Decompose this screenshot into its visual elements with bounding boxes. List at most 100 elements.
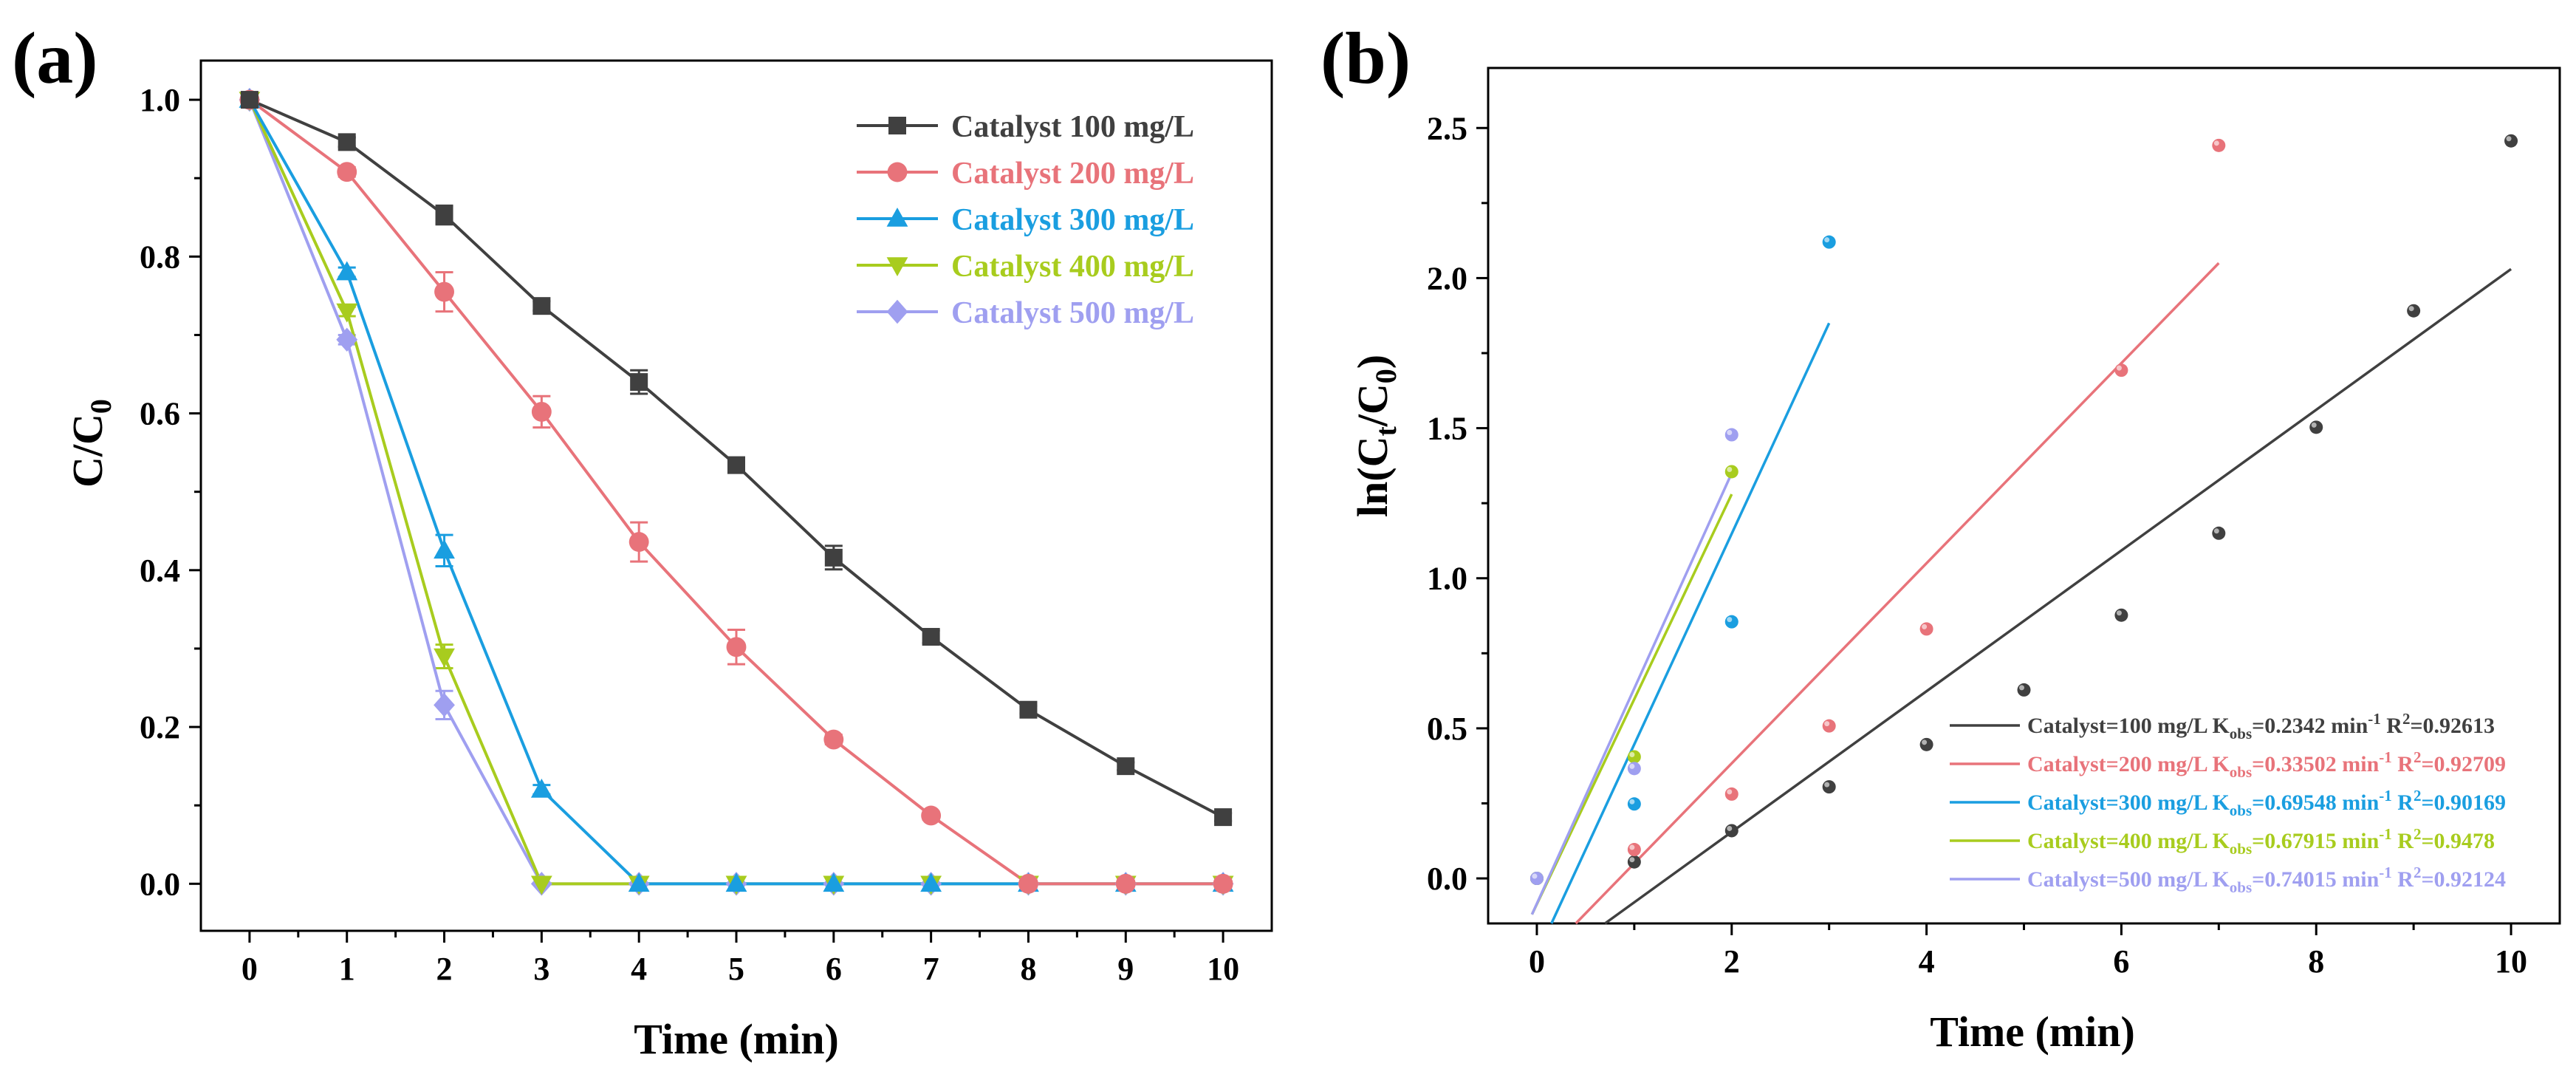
legend-label-b-part: 2 <box>2414 825 2422 843</box>
data-point-b <box>1919 737 1933 751</box>
data-point-a <box>338 133 356 151</box>
data-point-highlight-b <box>2019 685 2024 691</box>
legend-label-b-part: min <box>2337 867 2380 892</box>
legend-label-b-part: min <box>2337 752 2380 776</box>
data-point-a <box>530 875 552 895</box>
data-point-a <box>434 539 455 559</box>
y-tick-label-b: 2.0 <box>1427 260 1467 296</box>
data-point-a <box>726 637 747 657</box>
data-point-a <box>434 693 455 717</box>
fit-line-b <box>1604 267 2512 925</box>
legend-label-b-part: Catalyst=300 mg/L <box>2027 790 2207 815</box>
panel-label-a: (a) <box>12 17 98 99</box>
data-point-highlight-b <box>1727 430 1733 436</box>
legend-label-b-part: min <box>2337 790 2380 815</box>
legend-label-b-part: =0.67915 <box>2252 829 2337 853</box>
data-point-b <box>2407 304 2421 318</box>
legend-label-b-part: obs <box>2230 878 2252 896</box>
legend-label-b-part: -1 <box>2379 748 2392 766</box>
legend-label-b: Catalyst=400 mg/L Kobs=0.67915 min-1 R2=… <box>2027 825 2495 858</box>
data-point-b <box>1724 615 1739 629</box>
x-tick-label-b: 4 <box>1919 943 1935 980</box>
legend-label-b-part: R <box>2392 829 2414 853</box>
y-axis-label-b-part3: /C <box>1349 383 1397 427</box>
legend-label-a: Catalyst 200 mg/L <box>951 157 1194 191</box>
fit-line-b <box>1550 322 1831 924</box>
data-point-b <box>1627 843 1641 857</box>
legend-label-b-part: K <box>2207 867 2230 892</box>
data-point-b <box>1919 622 1933 636</box>
x-tick-label-b: 6 <box>2113 943 2129 980</box>
legend-label-b-part: min <box>2326 714 2368 738</box>
data-point-b <box>2017 683 2031 697</box>
data-point-highlight-b <box>1922 624 1928 629</box>
x-tick-label-a: 10 <box>1207 951 1239 987</box>
data-point-highlight-b <box>1727 466 1733 472</box>
legend-label-b-part: =0.2342 <box>2252 714 2326 738</box>
data-point-highlight-b <box>1629 751 1635 757</box>
legend-label-b-part: =0.69548 <box>2252 790 2337 815</box>
data-point-b <box>1724 465 1739 479</box>
legend-label-b-part: K <box>2207 829 2230 853</box>
data-point-a <box>628 872 650 892</box>
legend-marker-a <box>887 162 908 182</box>
legend-label-b-part: 2 <box>2414 864 2422 881</box>
x-tick-label-a: 4 <box>631 951 647 987</box>
legend-label-b-part: 2 <box>2402 710 2411 728</box>
y-tick-label-a: 0.2 <box>140 709 180 745</box>
legend-label-b-part: obs <box>2230 840 2252 858</box>
legend-label-b-part: R <box>2392 752 2414 776</box>
data-point-b <box>2114 363 2128 377</box>
data-point-a <box>1018 873 1038 894</box>
data-point-b <box>1627 750 1641 764</box>
x-tick-label-a: 0 <box>242 951 258 987</box>
y-axis-label-a: C/C0 <box>64 399 117 488</box>
data-point-highlight-b <box>1824 237 1830 243</box>
legend-label-b-part: =0.92124 <box>2421 867 2506 892</box>
y-axis-label-a-sub: 0 <box>84 399 117 414</box>
legend-label-b-part: Catalyst=200 mg/L <box>2027 752 2207 776</box>
legend-label-b-part: =0.90169 <box>2421 790 2506 815</box>
data-point-highlight-b <box>2116 365 2122 371</box>
y-axis-label-b-part5: ) <box>1349 355 1397 369</box>
legend-label-b-part: =0.74015 <box>2252 867 2337 892</box>
legend-label-a: Catalyst 100 mg/L <box>951 110 1194 144</box>
data-point-b <box>1822 780 1836 794</box>
x-tick-label-a: 2 <box>436 951 453 987</box>
data-point-a <box>531 402 552 422</box>
data-point-a <box>1115 873 1136 894</box>
legend-marker-a <box>886 257 908 276</box>
data-point-a <box>1214 808 1233 827</box>
data-point-b <box>2212 526 2226 540</box>
data-point-highlight-b <box>1824 721 1830 727</box>
x-tick-label-b: 2 <box>1724 943 1740 980</box>
y-tick-label-b: 1.5 <box>1427 411 1467 447</box>
y-tick-label-a: 0.8 <box>140 239 180 275</box>
data-point-a <box>823 729 844 750</box>
legend-label-b-part: =0.33502 <box>2252 752 2337 776</box>
legend-label-b-part: -1 <box>2368 710 2381 728</box>
x-axis-label-b: Time (min) <box>1930 1008 2135 1056</box>
y-axis-label-a-main: C/C <box>64 414 112 488</box>
legend-label-b-part: 2 <box>2414 787 2422 804</box>
data-point-b <box>2504 134 2518 148</box>
data-point-a <box>920 872 942 892</box>
data-point-a <box>628 532 649 553</box>
legend-label-b: Catalyst=200 mg/L Kobs=0.33502 min-1 R2=… <box>2027 748 2506 781</box>
legend-label-b-part: min <box>2337 829 2380 853</box>
y-tick-label-a: 0.6 <box>140 396 180 432</box>
data-point-a <box>435 206 453 225</box>
y-axis-label-b: ln(Ct/C0) <box>1349 355 1402 517</box>
legend-marker-a <box>886 208 908 227</box>
data-point-highlight-b <box>2408 306 2414 312</box>
legend-label-b-part: =0.9478 <box>2421 829 2495 853</box>
y-axis-label-b-part1: ln(C <box>1349 437 1397 518</box>
data-point-highlight-b <box>1922 739 1928 745</box>
data-point-a <box>823 872 845 892</box>
data-point-highlight-b <box>2213 140 2219 146</box>
data-point-highlight-b <box>2213 528 2219 534</box>
legend-label-b-part: R <box>2392 790 2414 815</box>
data-point-highlight-b <box>1629 799 1635 804</box>
legend-label-b-part: obs <box>2230 725 2252 742</box>
